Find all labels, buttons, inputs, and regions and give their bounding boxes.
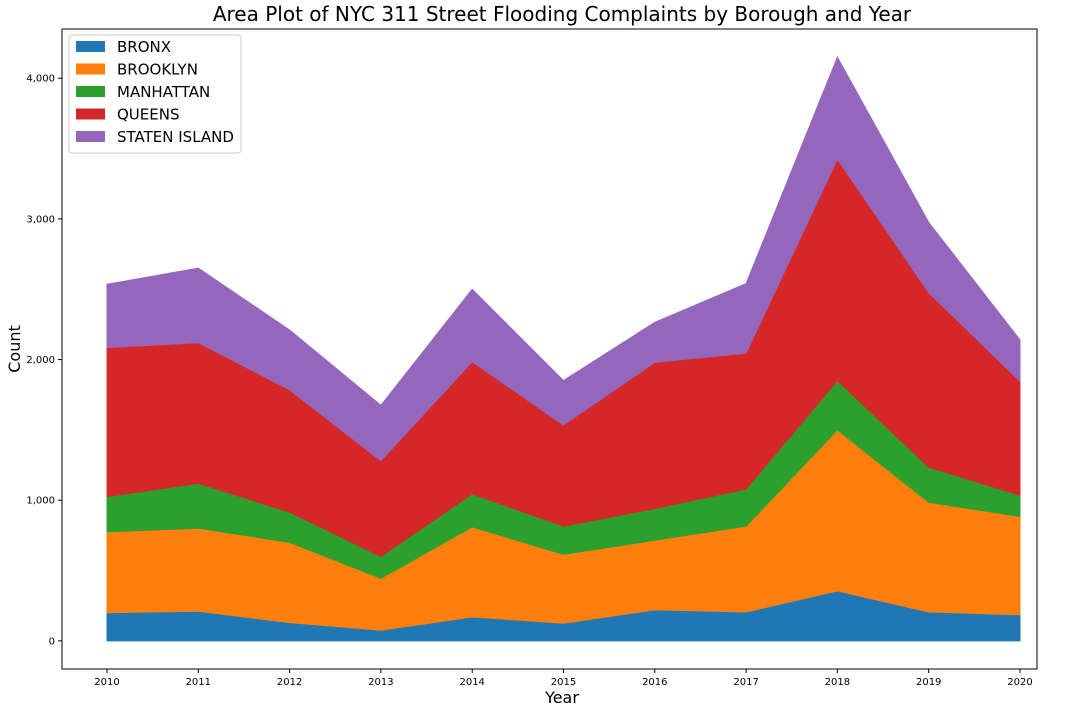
y-tick-label: 4,000 <box>26 74 55 85</box>
x-axis: 2010 2011 2012 2013 2014 2015 2016 2017 2018 2019… <box>94 669 1033 688</box>
area-series-group <box>106 55 1021 642</box>
y-tick-label: 2,000 <box>26 355 55 366</box>
plot-frame <box>61 28 1038 670</box>
legend-label: BROOKLYN <box>117 61 198 79</box>
x-tick-label: 2016 <box>642 677 667 688</box>
x-tick-label: 2013 <box>368 677 393 688</box>
legend: BRONX BROOKLYN MANHATTAN QUEENS STATEN ISLAN… <box>68 34 242 154</box>
chart-title: Area Plot of NYC 311 Street Flooding Com… <box>213 2 912 26</box>
legend-label: STATEN ISLAND <box>117 128 234 146</box>
legend-swatch <box>76 131 105 142</box>
y-tick-label: 0 <box>49 636 55 647</box>
legend-label: BRONX <box>117 38 171 56</box>
x-tick-label: 2018 <box>825 677 850 688</box>
x-tick-label: 2014 <box>459 677 484 688</box>
y-axis-title: Count <box>5 325 24 373</box>
y-tick-label: 1,000 <box>26 496 55 507</box>
x-tick-label: 2012 <box>277 677 302 688</box>
legend-swatch <box>76 108 105 120</box>
y-tick-label: 3,000 <box>26 214 55 225</box>
x-axis-title: Year <box>544 688 579 707</box>
x-tick-label: 2017 <box>733 677 758 688</box>
legend-frame <box>68 34 242 154</box>
legend-swatch <box>76 63 105 75</box>
x-tick-label: 2010 <box>94 677 119 688</box>
y-axis: 0 1,000 2,000 3,000 4,000 <box>26 74 62 647</box>
legend-label: QUEENS <box>117 106 179 124</box>
x-tick-label: 2011 <box>186 677 211 688</box>
legend-swatch <box>76 41 105 52</box>
x-tick-label: 2019 <box>916 677 941 688</box>
area-staten-island <box>106 55 1021 462</box>
legend-swatch <box>76 86 105 97</box>
x-tick-label: 2015 <box>551 677 576 688</box>
legend-label: MANHATTAN <box>117 83 210 101</box>
x-tick-label: 2020 <box>1007 677 1032 688</box>
